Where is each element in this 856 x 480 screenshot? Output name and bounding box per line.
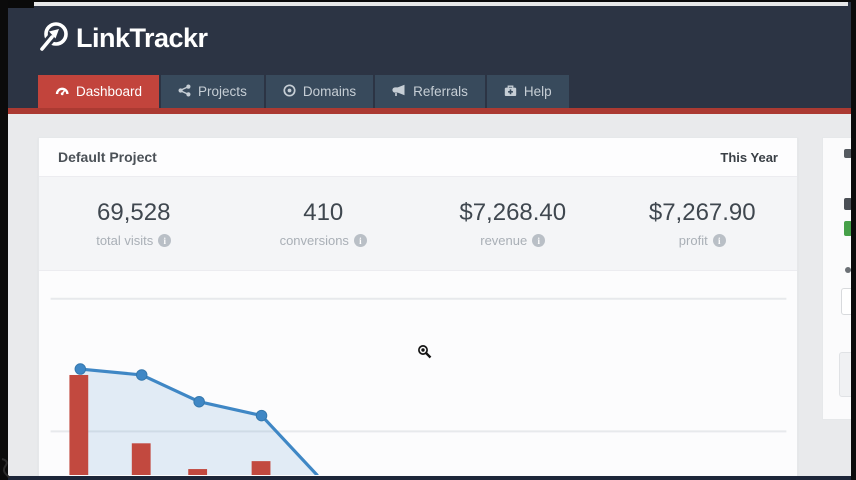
tab-projects[interactable]: Projects — [161, 75, 264, 108]
clipped-ui-fragment — [844, 221, 852, 236]
partial-side-card — [822, 137, 856, 420]
info-icon[interactable]: i — [353, 234, 367, 248]
link-arrow-ring-icon — [38, 19, 72, 58]
chart-area — [39, 271, 797, 475]
stat-revenue: $7,268.40 revenue i — [418, 199, 608, 249]
revenue-chart — [50, 297, 787, 475]
info-icon[interactable]: i — [158, 234, 172, 248]
projects-icon — [178, 84, 191, 100]
main-nav: Dashboard Projects — [38, 75, 569, 108]
stat-profit: $7,267.90 profit i — [608, 199, 798, 249]
stat-value: 69,528 — [97, 198, 171, 226]
project-title: Default Project — [58, 149, 157, 165]
info-icon[interactable]: i — [532, 234, 546, 248]
stat-value: $7,268.40 — [459, 198, 567, 226]
dashboard-icon — [55, 84, 69, 100]
brand-logo[interactable]: LinkTrackr — [38, 19, 208, 58]
top-navbar: LinkTrackr Dashboard — [0, 2, 856, 108]
tab-label: Referrals — [413, 84, 468, 99]
project-card: Default Project This Year 69,528 total v… — [38, 137, 798, 476]
stat-label: total visits — [96, 233, 154, 249]
info-icon[interactable]: i — [712, 234, 726, 248]
tab-label: Dashboard — [76, 84, 143, 99]
screen-edge — [851, 0, 856, 480]
help-icon — [504, 84, 517, 100]
clipped-ui-fragment — [844, 149, 852, 158]
clipped-ui-fragment — [844, 198, 852, 210]
project-card-header: Default Project This Year — [39, 138, 797, 177]
screen-artifact — [0, 457, 12, 480]
referrals-icon — [392, 84, 406, 100]
stat-value: 410 — [303, 198, 344, 226]
period-selector[interactable]: This Year — [720, 149, 778, 165]
screen-edge — [0, 0, 8, 480]
clipped-ui-fragment — [845, 267, 851, 273]
zoom-in-cursor — [417, 344, 433, 365]
domains-icon — [283, 83, 296, 100]
tab-domains[interactable]: Domains — [265, 75, 374, 108]
tab-referrals[interactable]: Referrals — [375, 75, 485, 108]
stat-label: conversions — [279, 233, 349, 249]
brand-name: LinkTrackr — [76, 23, 208, 53]
tab-help[interactable]: Help — [486, 75, 569, 108]
window-chrome-strip — [34, 2, 848, 6]
tab-label: Projects — [198, 84, 247, 99]
tab-label: Help — [523, 84, 552, 99]
bottom-page-band — [0, 476, 856, 480]
tab-dashboard[interactable]: Dashboard — [38, 75, 160, 108]
stat-conversions: 410 conversions i — [229, 198, 419, 249]
tab-label: Domains — [302, 84, 357, 99]
screen-edge — [0, 0, 34, 8]
screen-edge — [0, 0, 856, 2]
stat-label: revenue — [480, 233, 528, 249]
stats-row: 69,528 total visits i 410 conversions i $7… — [39, 177, 797, 271]
stat-label: profit — [678, 233, 708, 249]
stat-value: $7,267.90 — [648, 198, 756, 226]
stat-total-visits: 69,528 total visits i — [39, 198, 229, 249]
nav-accent-bar — [0, 108, 856, 114]
